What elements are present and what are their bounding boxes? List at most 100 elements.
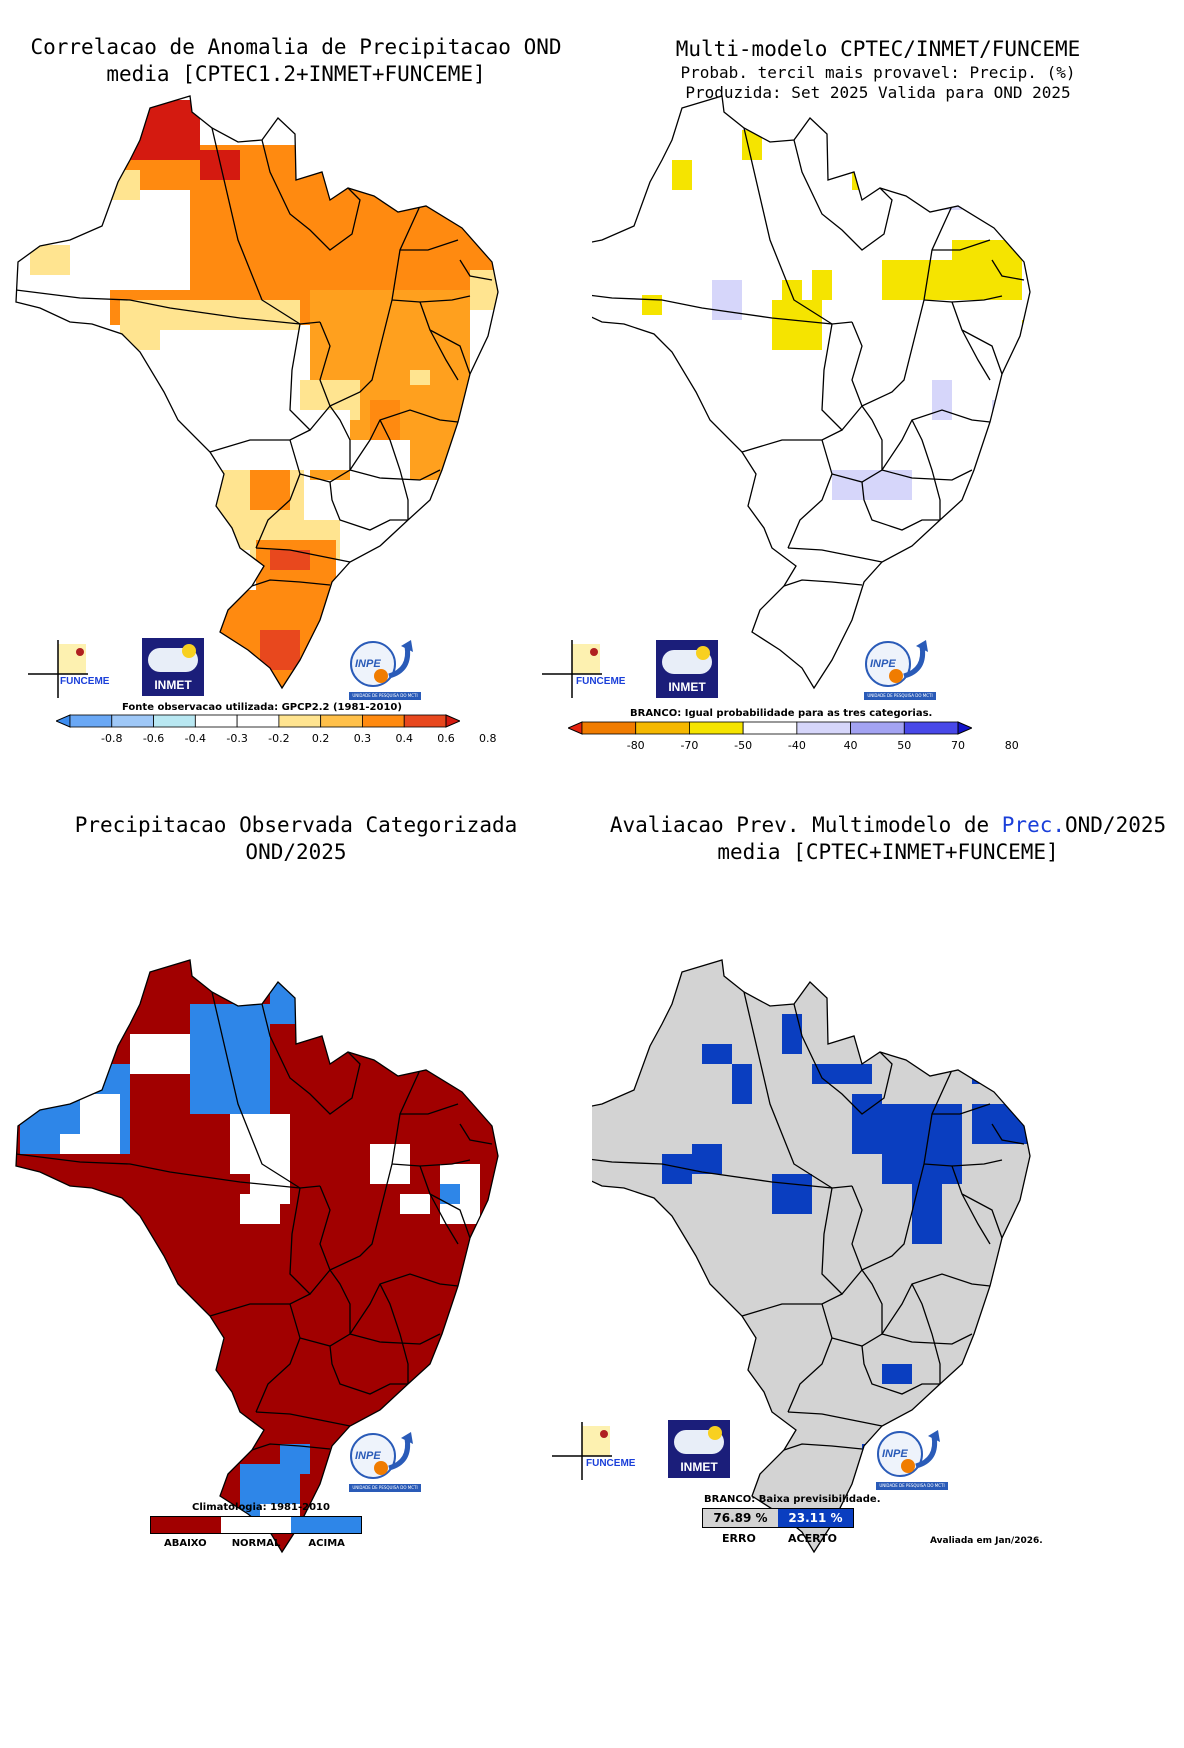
- inpe-caption: UNIDADE DE PESQUISA DO MCTI: [352, 1485, 418, 1490]
- inpe-text: INPE: [882, 1448, 908, 1460]
- legend-label: NORMAL: [231, 1538, 281, 1549]
- colorbar-tick-label: 0.8: [479, 732, 497, 745]
- observed-map: [15, 959, 499, 1553]
- colorbar-box: [903, 721, 959, 735]
- obs-note: Fonte observacao utilizada: GPCP2.2 (198…: [122, 702, 402, 713]
- forecast-map: [592, 95, 1031, 689]
- funceme-text: FUNCEME: [576, 676, 626, 687]
- colorbar-tick-label: -70: [680, 739, 699, 752]
- inmet-text: INMET: [680, 1460, 718, 1474]
- panel-title: Precipitacao Observada Categorizada OND/…: [0, 812, 592, 866]
- colorbar-box: [796, 721, 851, 735]
- colorbar-box: [69, 714, 113, 728]
- colorbar-box: [153, 714, 196, 728]
- inpe-caption: UNIDADE DE PESQUISA DO MCTI: [879, 1483, 945, 1488]
- colorbar-tick-label: 0.6: [437, 732, 455, 745]
- title-line-1: Multi-modelo CPTEC/INMET/FUNCEME: [675, 37, 1081, 61]
- inpe-text: INPE: [355, 1450, 381, 1462]
- inmet-logo: INMET: [668, 1420, 730, 1478]
- correlation-map: [15, 95, 499, 689]
- inmet-logo: INMET: [142, 638, 204, 696]
- title-line-1: Precipitacao Observada Categorizada: [74, 813, 518, 837]
- panel-evaluation: Avaliacao Prev. Multimodelo de Prec.OND/…: [552, 813, 1184, 1748]
- colorbar-tick-label: -0.4: [184, 732, 207, 745]
- inmet-text: INMET: [668, 680, 706, 694]
- colorbar-tick-label: -80: [626, 739, 645, 752]
- colorbar-tick-label: -0.6: [142, 732, 165, 745]
- colorbar-left-arrow: [566, 721, 583, 735]
- colorbar-box: [278, 714, 322, 728]
- funceme-logo: [542, 640, 632, 700]
- legend-label: ACIMA: [308, 1538, 345, 1549]
- legend-box: [151, 1517, 221, 1533]
- colorbar-box: [850, 721, 905, 735]
- inpe-caption: UNIDADE DE PESQUISA DO MCTI: [352, 693, 418, 698]
- title-part-a: Avaliacao Prev. Multimodelo de: [609, 813, 1002, 837]
- erro-value: 76.89 %: [703, 1509, 778, 1527]
- funceme-logo: FUNCEME: [28, 640, 118, 700]
- inpe-logo: INPE UNIDADE DE PESQUISA DO MCTI: [345, 636, 425, 702]
- colorbar-tick-label: 50: [897, 739, 912, 752]
- colorbar-box: [194, 714, 238, 728]
- acerto-value: 23.11 %: [778, 1509, 853, 1527]
- legend-boxes: [150, 1516, 362, 1534]
- colorbar-tick-label: -0.8: [101, 732, 123, 745]
- clim-note: Climatologia: 1981-2010: [192, 1502, 330, 1513]
- colorbar-labels: -80 -70 -50 -40 40 50 70 80: [568, 739, 1019, 755]
- title-part-b: Prec.: [1001, 813, 1065, 837]
- colorbar-tick-label: 80: [1004, 739, 1019, 752]
- colorbar-tick-label: -50: [734, 739, 753, 752]
- colorbar-box: [635, 721, 690, 735]
- inpe-text: INPE: [355, 658, 381, 670]
- panel-forecast: Multi-modelo CPTEC/INMET/FUNCEME Probab.…: [542, 0, 1184, 874]
- erro-label: ERRO: [722, 1532, 756, 1545]
- colorbar-labels: -0.8 -0.6 -0.4 -0.3 -0.2 0.2 0.3 0.4 0.6 0.8: [56, 732, 496, 748]
- funceme-text: FUNCEME: [60, 676, 110, 687]
- panel-title: Multi-modelo CPTEC/INMET/FUNCEME Probab.…: [582, 36, 1174, 103]
- panel-correlation: Correlacao de Anomalia de Precipitacao O…: [0, 0, 592, 874]
- colorbar-box: [689, 721, 744, 735]
- score-bar: 76.89 % 23.11 %: [702, 1508, 854, 1528]
- colorbar-tick-label: 0.2: [311, 732, 330, 745]
- funceme-text: FUNCEME: [586, 1458, 636, 1469]
- evaluated-date: Avaliada em Jan/2026.: [930, 1536, 1043, 1546]
- colorbar-right-arrow: [445, 714, 462, 728]
- colorbar-tick-label: 70: [951, 739, 965, 752]
- legend-box: [221, 1517, 291, 1533]
- colorbar-box: [236, 714, 280, 728]
- inpe-caption: UNIDADE DE PESQUISA DO MCTI: [867, 693, 933, 698]
- observed-legend: ABAIXO NORMAL ACIMA: [150, 1516, 362, 1550]
- inpe-logo: INPE UNIDADE DE PESQUISA DO MCTI: [860, 636, 940, 702]
- panel-title: Avaliacao Prev. Multimodelo de Prec.OND/…: [584, 812, 1184, 866]
- colorbar-tick-label: -40: [787, 739, 806, 752]
- colorbar-right-arrow: [957, 721, 974, 735]
- title-line-3: Produzida: Set 2025 Valida para OND 2025: [685, 83, 1071, 102]
- title-line-1: Correlacao de Anomalia de Precipitacao O…: [30, 35, 562, 59]
- inpe-text: INPE: [870, 658, 896, 670]
- branco-note: BRANCO: Igual probabilidade para as tres…: [630, 708, 933, 719]
- colorbar-tick-label: 0.4: [395, 732, 413, 745]
- colorbar-box: [742, 721, 798, 735]
- funceme-logo: FUNCEME: [552, 1422, 642, 1482]
- inpe-logo: INPE UNIDADE DE PESQUISA DO MCTI: [872, 1426, 952, 1492]
- colorbar-tick-label: 0.3: [353, 732, 372, 745]
- branco-note: BRANCO: Baixa previsibilidade.: [704, 1494, 881, 1505]
- inmet-logo: INMET: [656, 640, 718, 698]
- colorbar-tick-label: -0.2: [268, 732, 290, 745]
- title-line-2: media [CPTEC+INMET+FUNCEME]: [717, 840, 1059, 864]
- inpe-logo: INPE UNIDADE DE PESQUISA DO MCTI: [345, 1428, 425, 1494]
- title-line-2: media [CPTEC1.2+INMET+FUNCEME]: [106, 62, 486, 86]
- panel-observed: Precipitacao Observada Categorizada OND/…: [0, 813, 592, 1748]
- forecast-colorbar: -80 -70 -50 -40 40 50 70 80: [566, 720, 1019, 755]
- panel-title: Correlacao de Anomalia de Precipitacao O…: [0, 34, 592, 88]
- colorbar-box: [362, 714, 405, 728]
- title-part-c: OND/2025: [1065, 813, 1167, 837]
- colorbar-box: [581, 721, 637, 735]
- correlation-colorbar: -0.8 -0.6 -0.4 -0.3 -0.2 0.2 0.3 0.4 0.6 0.8: [54, 713, 497, 748]
- colorbar-boxes: [54, 714, 462, 728]
- colorbar-boxes: [566, 721, 974, 735]
- colorbar-tick-label: -0.3: [226, 732, 248, 745]
- legend-labels: ABAIXO NORMAL ACIMA: [150, 1534, 362, 1549]
- colorbar-box: [403, 714, 447, 728]
- legend-box: [291, 1517, 361, 1533]
